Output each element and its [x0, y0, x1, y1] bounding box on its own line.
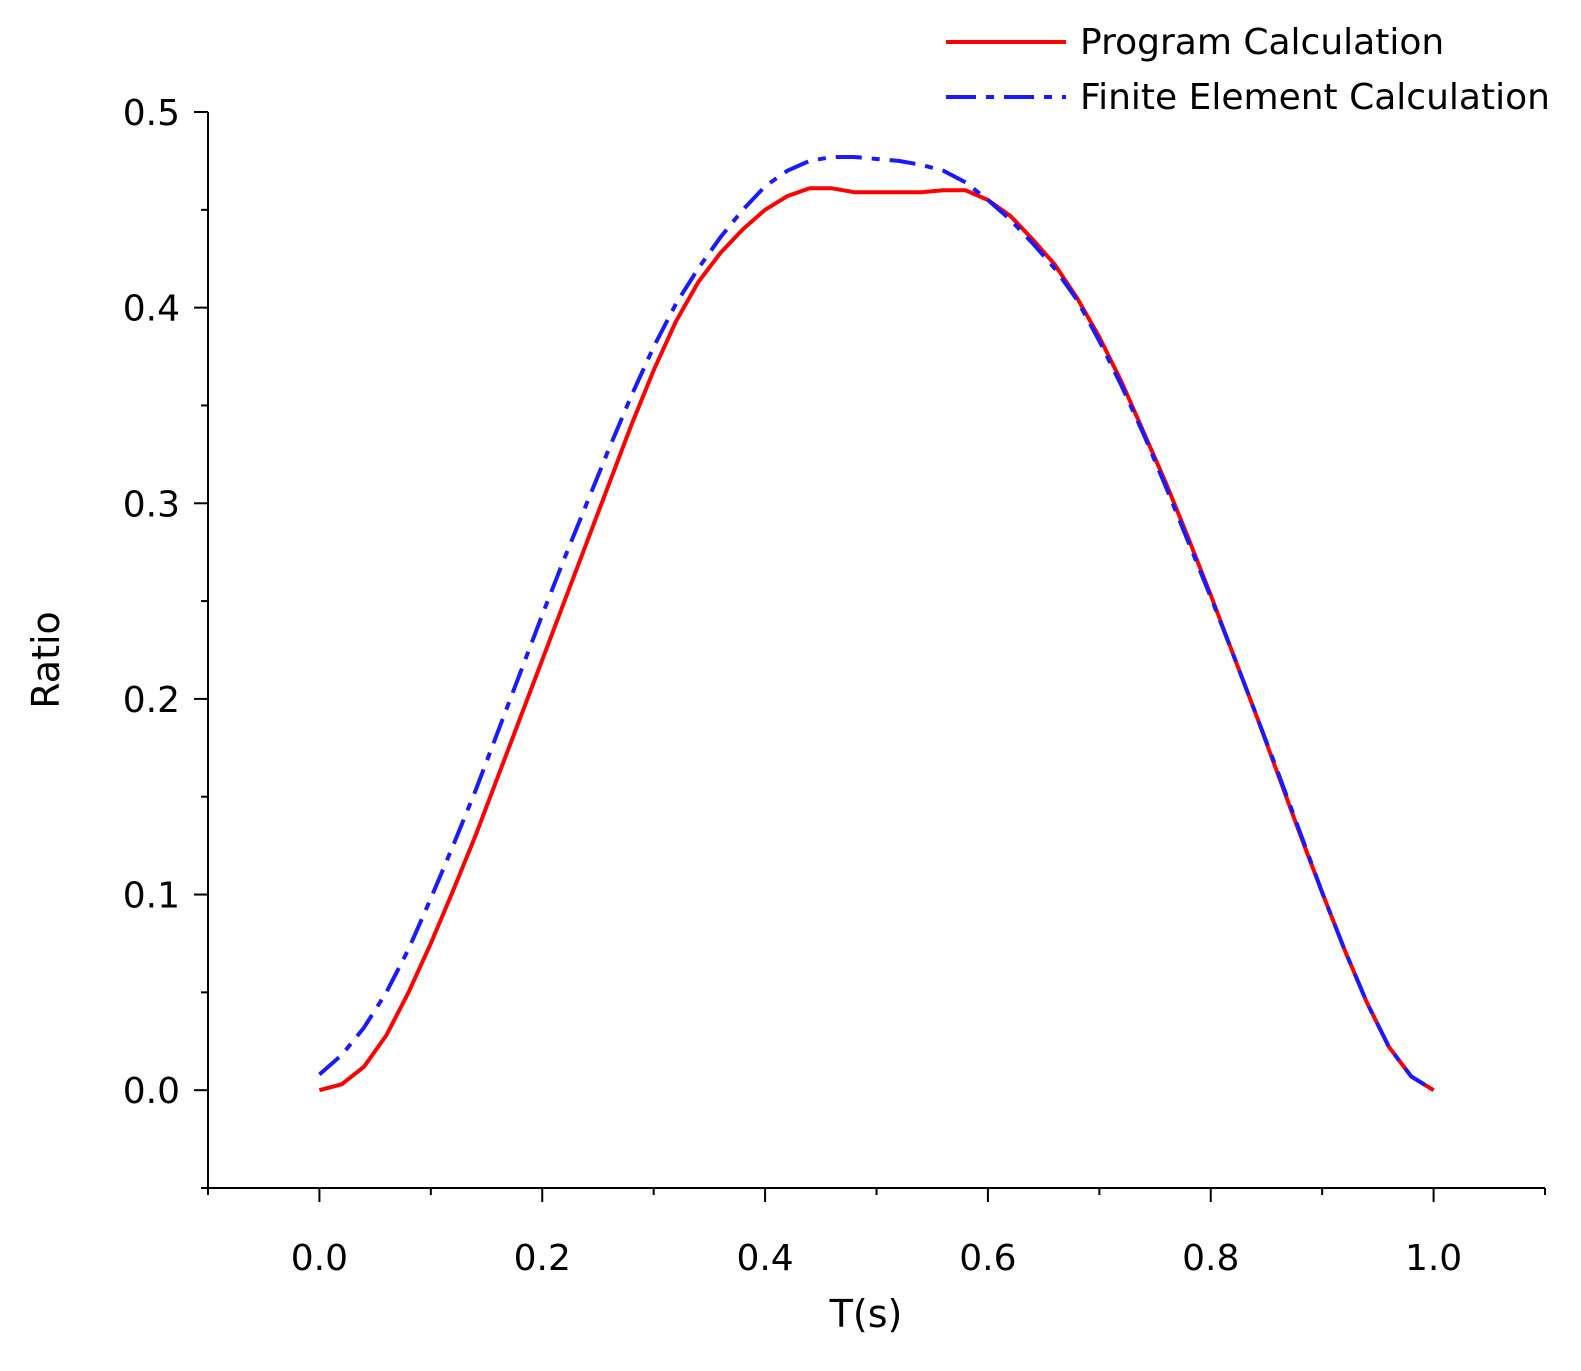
y-axis-label: Ratio [24, 611, 68, 709]
series-line-finite-element-calculation [318, 155, 1435, 1092]
y-tick-label: 0.2 [123, 680, 180, 721]
x-tick-label: 0.4 [736, 1238, 793, 1279]
x-tick-label: 0.8 [1182, 1238, 1239, 1279]
axes [207, 112, 1545, 1189]
x-tick-label: 1.0 [1405, 1238, 1462, 1279]
legend-label: Finite Element Calculation [1080, 77, 1550, 118]
x-tick-label: 0.0 [291, 1238, 348, 1279]
series-line-program-calculation [318, 186, 1435, 1093]
y-tick-label: 0.4 [123, 289, 180, 330]
series-lines [318, 155, 1435, 1093]
y-tick-label: 0.1 [123, 876, 180, 917]
x-tick-label: 0.6 [959, 1238, 1016, 1279]
legend: Program Calculation Finite Element Calcul… [946, 22, 1550, 118]
y-tick-label: 0.5 [123, 93, 180, 134]
ticks: 0.0 0.2 0.4 0.6 0.8 1.0 0.0 0.1 0.2 0.3 0.4 0.5 [123, 93, 1546, 1279]
x-axis-label: T(s) [829, 1292, 903, 1336]
y-tick-label: 0.0 [123, 1071, 180, 1112]
x-tick-label: 0.2 [514, 1238, 571, 1279]
legend-label: Program Calculation [1080, 22, 1444, 63]
y-tick-label: 0.3 [123, 484, 180, 525]
